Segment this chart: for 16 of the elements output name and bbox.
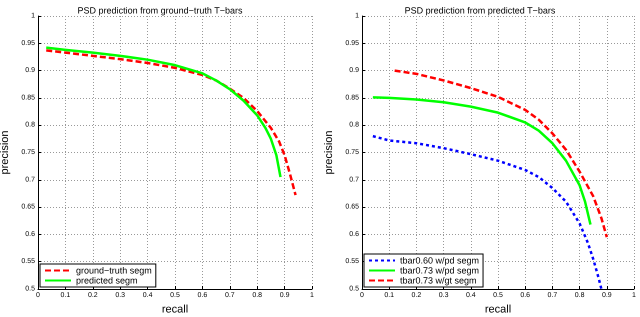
legend-label: tbar0.73 w/gt segm [400, 276, 477, 286]
line-series [393, 69, 608, 238]
x-axis-title: recall [162, 303, 188, 316]
y-axis-title: precision [322, 130, 335, 175]
legend-label: tbar0.73 w/pd segm [400, 266, 480, 276]
legend-label: tbar0.60 w/pd segm [400, 256, 480, 266]
y-axis-title: precision [0, 130, 11, 175]
legend-label: predicted segm [76, 276, 138, 286]
chart-title: PSD prediction from ground−truth T−bars [78, 6, 243, 16]
line-series [372, 96, 592, 226]
line-series [44, 46, 282, 178]
line-series [44, 49, 297, 196]
line-series [372, 134, 603, 290]
chart-title: PSD prediction from predicted T−bars [404, 6, 556, 16]
x-axis-title: recall [484, 303, 512, 316]
legend-label: ground−truth segm [76, 266, 152, 276]
